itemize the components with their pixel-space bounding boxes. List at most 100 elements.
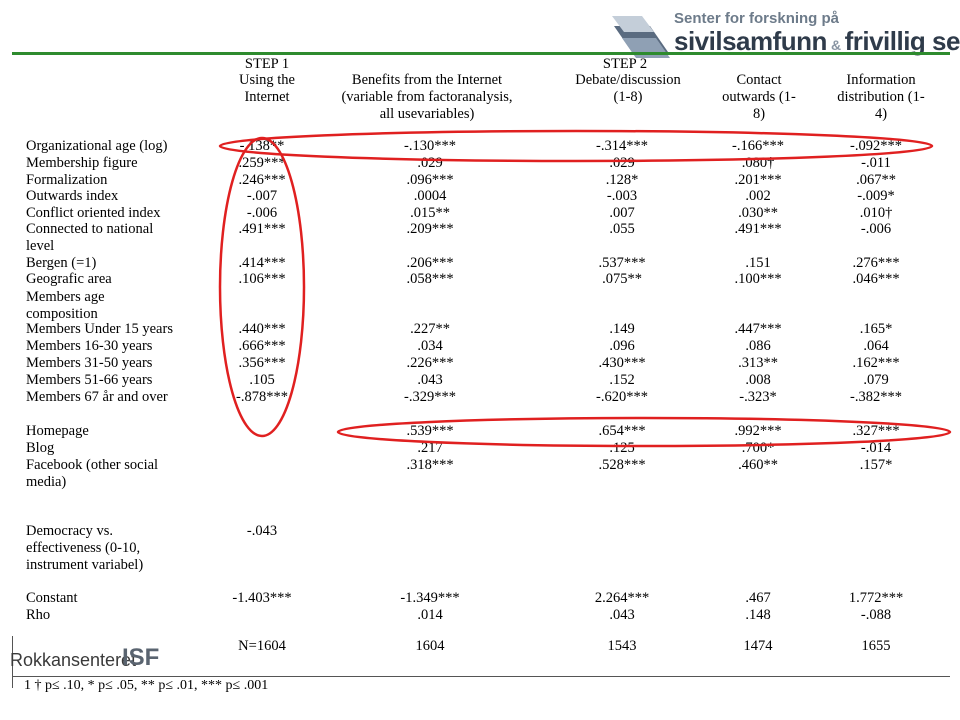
row-label: effectiveness (0-10, [26, 540, 141, 556]
isf-logo: ISF [122, 644, 160, 671]
step2-header: STEP 2 [602, 56, 648, 72]
table-cell: .010† [859, 205, 893, 221]
table-cell: .201*** [734, 172, 782, 188]
row-label: Bergen (=1) [26, 255, 97, 271]
rokkansenteret-logo: Rokkansenteret [10, 650, 137, 670]
table-cell: .064 [863, 338, 889, 354]
table-cell: .151 [745, 255, 771, 271]
table-cell: .356*** [238, 355, 286, 371]
table-cell: .206*** [406, 255, 454, 271]
table-cell: .318*** [406, 457, 454, 473]
table-cell: -.043 [246, 523, 278, 539]
row-label: Rho [26, 607, 51, 623]
row-label: media) [26, 474, 67, 490]
table-cell: .440*** [238, 321, 286, 337]
table-cell: 1474 [743, 638, 773, 654]
step1-header: STEP 1 [244, 56, 290, 72]
row-label: Organizational age (log) [26, 138, 168, 154]
column-header-2-line-2: (variable from factoranalysis, [341, 89, 513, 105]
table-cell: .246*** [238, 172, 286, 188]
table-cell: .491*** [734, 221, 782, 237]
table-cell: .079 [863, 372, 889, 388]
table-cell: .008 [745, 372, 771, 388]
table-cell: .276*** [852, 255, 900, 271]
column-header-1-line-1: Using the [239, 72, 295, 88]
table-cell: .152 [609, 372, 635, 388]
table-cell: .259*** [238, 155, 286, 171]
table-cell: -.007 [246, 188, 278, 204]
row-label: instrument variabel) [26, 557, 144, 573]
table-cell: .414*** [238, 255, 286, 271]
table-cell: .067** [856, 172, 896, 188]
table-cell: .105 [249, 372, 275, 388]
table-cell: -.006 [246, 205, 278, 221]
table-cell: .327*** [852, 423, 900, 439]
table-cell: -.620*** [596, 389, 648, 405]
table-cell: .491*** [238, 221, 286, 237]
partner-logos: Rokkansenteret ISF [10, 640, 185, 680]
table-cell: .096 [609, 338, 635, 354]
table-cell: -.130*** [404, 138, 456, 154]
footer-left-divider [12, 636, 13, 688]
column-header-5-line-1: Information [846, 72, 916, 88]
table-cell: .313** [738, 355, 778, 371]
table-cell: .0004 [413, 188, 447, 204]
table-cell: .539*** [406, 423, 454, 439]
table-cell: -.088 [860, 607, 892, 623]
table-cell: .002 [745, 188, 771, 204]
column-header-2-line-1: Benefits from the Internet [351, 72, 503, 88]
table-cell: 1604 [415, 638, 445, 654]
row-label: Homepage [26, 423, 89, 439]
table-cell: .162*** [852, 355, 900, 371]
table-cell: .058*** [406, 271, 454, 287]
table-cell: .992*** [734, 423, 782, 439]
table-cell: N=1604 [238, 638, 286, 654]
column-header-1-line-2: Internet [244, 89, 290, 105]
row-label: Democracy vs. [26, 523, 113, 539]
table-cell: .007 [609, 205, 635, 221]
table-cell: .029 [417, 155, 443, 171]
column-header-4-line-2: outwards (1- [722, 89, 796, 105]
table-cell: 1655 [861, 638, 891, 654]
table-cell: -.878*** [236, 389, 288, 405]
table-cell: .034 [417, 338, 443, 354]
column-header-3-line-2: (1-8) [613, 89, 643, 105]
table-cell: -.014 [860, 440, 892, 456]
row-label: Connected to national [26, 221, 154, 237]
table-cell: -.166*** [732, 138, 784, 154]
table-cell: .227** [410, 321, 450, 337]
row-label: Members 16-30 years [26, 338, 153, 354]
table-cell: .467 [745, 590, 771, 606]
row-label: Geografic area [26, 271, 112, 287]
column-header-3-line-1: Debate/discussion [575, 72, 681, 88]
table-cell: -1.403*** [232, 590, 292, 606]
table-cell: .217 [417, 440, 443, 456]
table-cell: .015** [410, 205, 450, 221]
table-cell: 2.264*** [594, 590, 650, 606]
row-label: Formalization [26, 172, 108, 188]
column-header-2-line-3: all usevariables) [379, 106, 475, 122]
table-cell: .148 [745, 607, 771, 623]
row-label: Conflict oriented index [26, 205, 161, 221]
table-cell: -.323* [739, 389, 777, 405]
table-cell: .654*** [598, 423, 646, 439]
row-label: Facebook (other social [26, 457, 159, 473]
table-cell: .080† [741, 155, 775, 171]
column-header-5-line-3: 4) [874, 106, 888, 122]
row-label: Members Under 15 years [26, 321, 173, 337]
logo-line1: Senter for forskning på [674, 10, 840, 27]
table-cell: .100*** [734, 271, 782, 287]
table-cell: .700* [741, 440, 775, 456]
table-cell: .209*** [406, 221, 454, 237]
table-cell: .046*** [852, 271, 900, 287]
table-cell: 1543 [607, 638, 637, 654]
table-cell: 1.772*** [848, 590, 904, 606]
table-cell: .075** [602, 271, 642, 287]
row-label: Members age [26, 289, 105, 305]
table-cell: .528*** [598, 457, 646, 473]
table-cell: -1.349*** [400, 590, 460, 606]
table-cell: -.329*** [404, 389, 456, 405]
logo-line2: sivilsamfunn&frivillig sektor [674, 26, 960, 56]
table-cell: .430*** [598, 355, 646, 371]
footer-divider [12, 676, 950, 677]
